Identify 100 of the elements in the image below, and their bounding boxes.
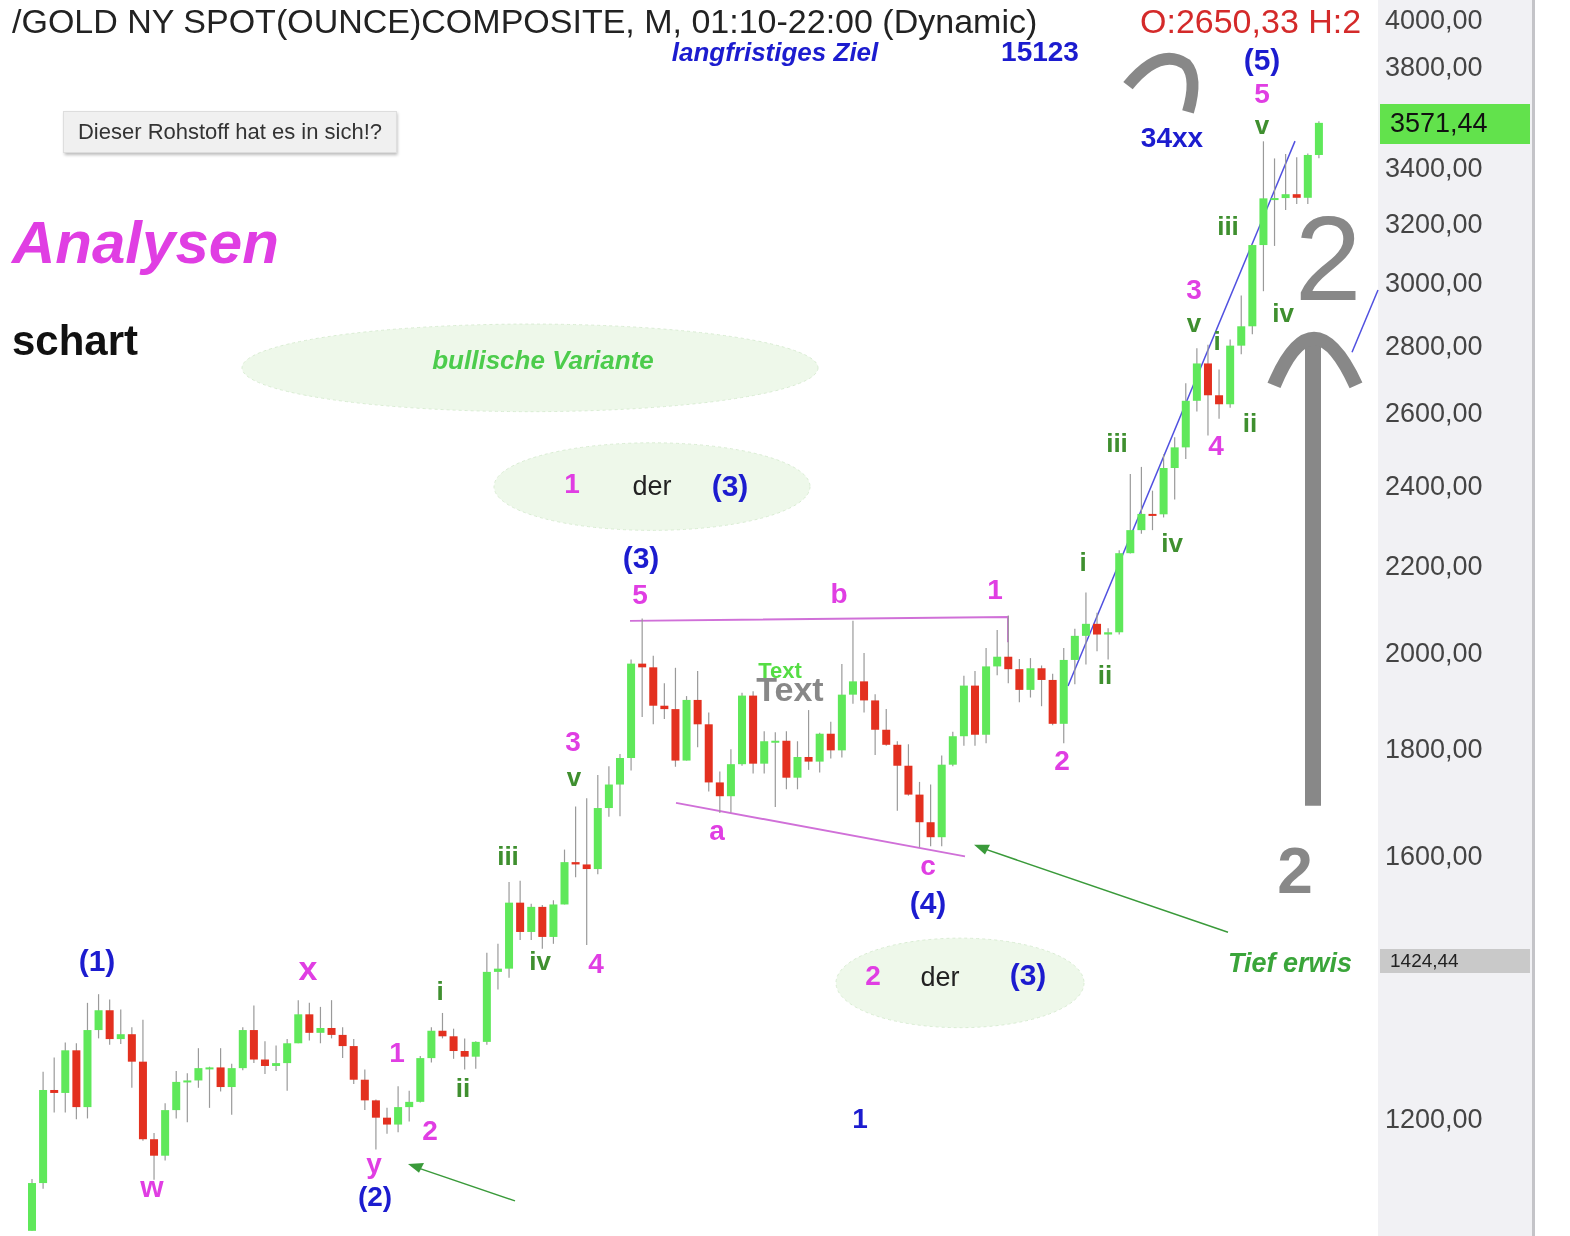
candlestick [394, 1085, 403, 1133]
annotation: bullische Variante [432, 345, 654, 376]
candlestick [194, 1047, 203, 1089]
annotation: iii [1217, 210, 1239, 241]
annotation: 5 [632, 578, 648, 610]
y-tick-label: 2600,00 [1385, 398, 1483, 429]
candlestick [327, 999, 336, 1039]
annotation: 5 [1254, 78, 1270, 110]
candlestick [1093, 612, 1102, 652]
annotation: 1 [389, 1036, 405, 1068]
y-tick-label: 2000,00 [1385, 637, 1483, 668]
y-tick-label: 1600,00 [1385, 841, 1483, 872]
annotation: y [366, 1147, 382, 1179]
candlestick [1126, 473, 1135, 555]
candlestick [793, 740, 802, 790]
annotation: ii [1242, 408, 1258, 439]
annotation: der [920, 961, 960, 992]
candlestick [926, 783, 935, 847]
candlestick [804, 709, 813, 771]
candlestick [1037, 664, 1046, 707]
annotation: 2 [1277, 834, 1313, 907]
candlestick [882, 708, 891, 747]
y-tick-label: 1200,00 [1385, 1104, 1483, 1135]
candlestick [771, 731, 780, 808]
y-tick-label: 2800,00 [1385, 330, 1483, 361]
annotation: ii [1097, 660, 1113, 691]
annotation: 3 [1186, 274, 1202, 305]
y-tick-label: 2400,00 [1385, 471, 1483, 502]
annotation: iv [529, 945, 551, 976]
annotation: 1 [987, 573, 1003, 605]
candlestick [338, 1026, 347, 1059]
annotation: i [1213, 325, 1221, 356]
annotation: iv [1161, 528, 1183, 559]
annotation: Tief erwis [1228, 947, 1353, 978]
candlestick [493, 943, 502, 991]
candlestick [227, 1063, 236, 1116]
candlestick [715, 770, 724, 814]
candlestick [371, 1099, 380, 1150]
candlestick [893, 740, 902, 812]
candlestick [460, 1037, 469, 1071]
candlestick [216, 1047, 225, 1093]
candlestick [471, 1040, 480, 1070]
annotation: O:2650,33 H:2 [1140, 2, 1362, 41]
candlestick [1026, 657, 1035, 699]
annotation: Analysen [12, 209, 279, 277]
annotation: (3) [622, 540, 660, 574]
candlestick [1081, 591, 1090, 666]
y-tick-label: 1800,00 [1385, 733, 1483, 764]
annotation: (3) [1009, 958, 1047, 992]
annotation: 2 [865, 960, 881, 992]
annotation: der [632, 470, 672, 501]
candlestick [150, 1132, 159, 1181]
y-tick-label: 3800,00 [1385, 51, 1483, 82]
annotation: iv [1272, 298, 1294, 329]
candlestick [1292, 156, 1301, 205]
candlestick [316, 1006, 325, 1044]
annotation: 34xx [1140, 122, 1204, 154]
annotation: v [566, 761, 582, 792]
annotation: 4 [588, 948, 604, 980]
candlestick [1015, 658, 1024, 703]
annotation: 2 [422, 1114, 438, 1146]
candlestick [116, 1008, 125, 1045]
annotation: (4) [909, 886, 947, 920]
annotation: iii [1106, 427, 1128, 458]
candlestick [383, 1107, 392, 1135]
annotation: v [1186, 308, 1202, 339]
candlestick [1148, 490, 1157, 531]
y-tick-label: 4000,00 [1385, 5, 1483, 35]
candlestick [1237, 294, 1246, 355]
candlestick [360, 1068, 369, 1111]
candlestick [826, 721, 835, 760]
candlestick [760, 730, 769, 775]
candlestick [260, 1040, 269, 1075]
candlestick [1104, 627, 1113, 661]
annotation: 4 [1208, 429, 1224, 461]
annotation: (5) [1243, 43, 1281, 77]
annotation: c [920, 850, 936, 882]
annotation: w [140, 1170, 164, 1204]
annotation: 1 [564, 467, 580, 499]
candlestick [1281, 153, 1290, 211]
text: 3571,44 [1380, 103, 1530, 144]
y-tick-label: 3400,00 [1385, 153, 1483, 184]
candlestick [993, 629, 1002, 676]
annotation: iii [497, 841, 519, 872]
candlestick [449, 1028, 458, 1060]
candlestick [438, 1012, 447, 1039]
candlestick [848, 620, 857, 705]
candlestick [183, 1072, 192, 1123]
candlestick [1137, 466, 1146, 535]
text: 1424,44 [1380, 949, 1530, 974]
annotation: 2 [1054, 745, 1070, 777]
candlestick [604, 765, 613, 818]
note-box: Dieser Rohstoff hat es in sich!? [62, 111, 398, 154]
candlestick [94, 993, 103, 1039]
annotation: (1) [78, 944, 116, 978]
candlestick [405, 1090, 414, 1123]
annotation: 2 [1294, 190, 1362, 325]
candlestick [1004, 614, 1013, 684]
y-tick-label: 3200,00 [1385, 208, 1483, 239]
candlestick [205, 1066, 214, 1109]
